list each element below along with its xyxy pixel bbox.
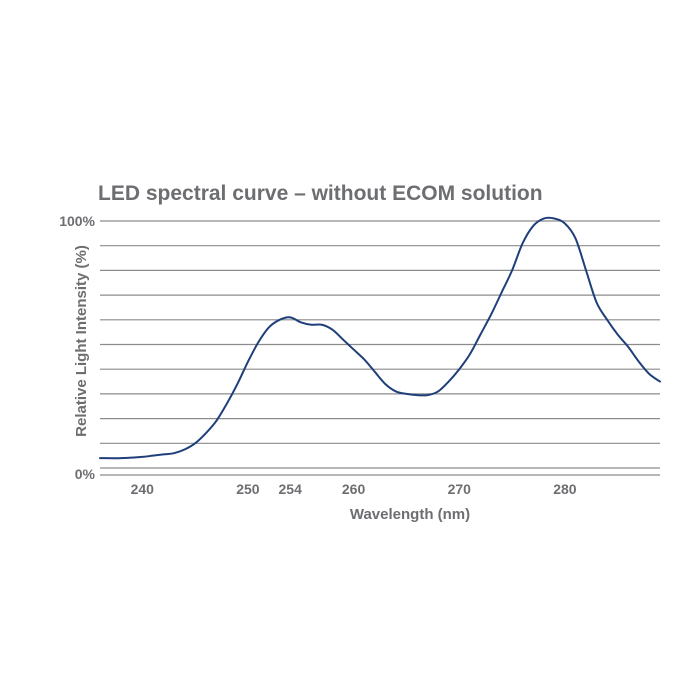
y-tick-label: 0% [75, 466, 96, 482]
x-tick-label: 240 [131, 481, 155, 497]
y-tick-label: 100% [59, 213, 95, 229]
x-tick-label: 260 [342, 481, 366, 497]
x-tick-labels: 240 250 254 260 270 280 [131, 481, 577, 497]
y-axis-label: Relative Light Intensity (%) [73, 245, 90, 437]
x-axis-label: Wavelength (nm) [350, 506, 470, 523]
x-tick-label: 254 [279, 481, 303, 497]
chart-title: LED spectral curve – without ECOM soluti… [98, 182, 543, 205]
gridlines [100, 220, 660, 476]
x-tick-label: 270 [448, 481, 472, 497]
spectral-curve-line [99, 216, 661, 460]
y-tick-labels: 0% 100% [59, 213, 95, 482]
x-tick-label: 280 [553, 481, 577, 497]
x-tick-label: 250 [236, 481, 260, 497]
